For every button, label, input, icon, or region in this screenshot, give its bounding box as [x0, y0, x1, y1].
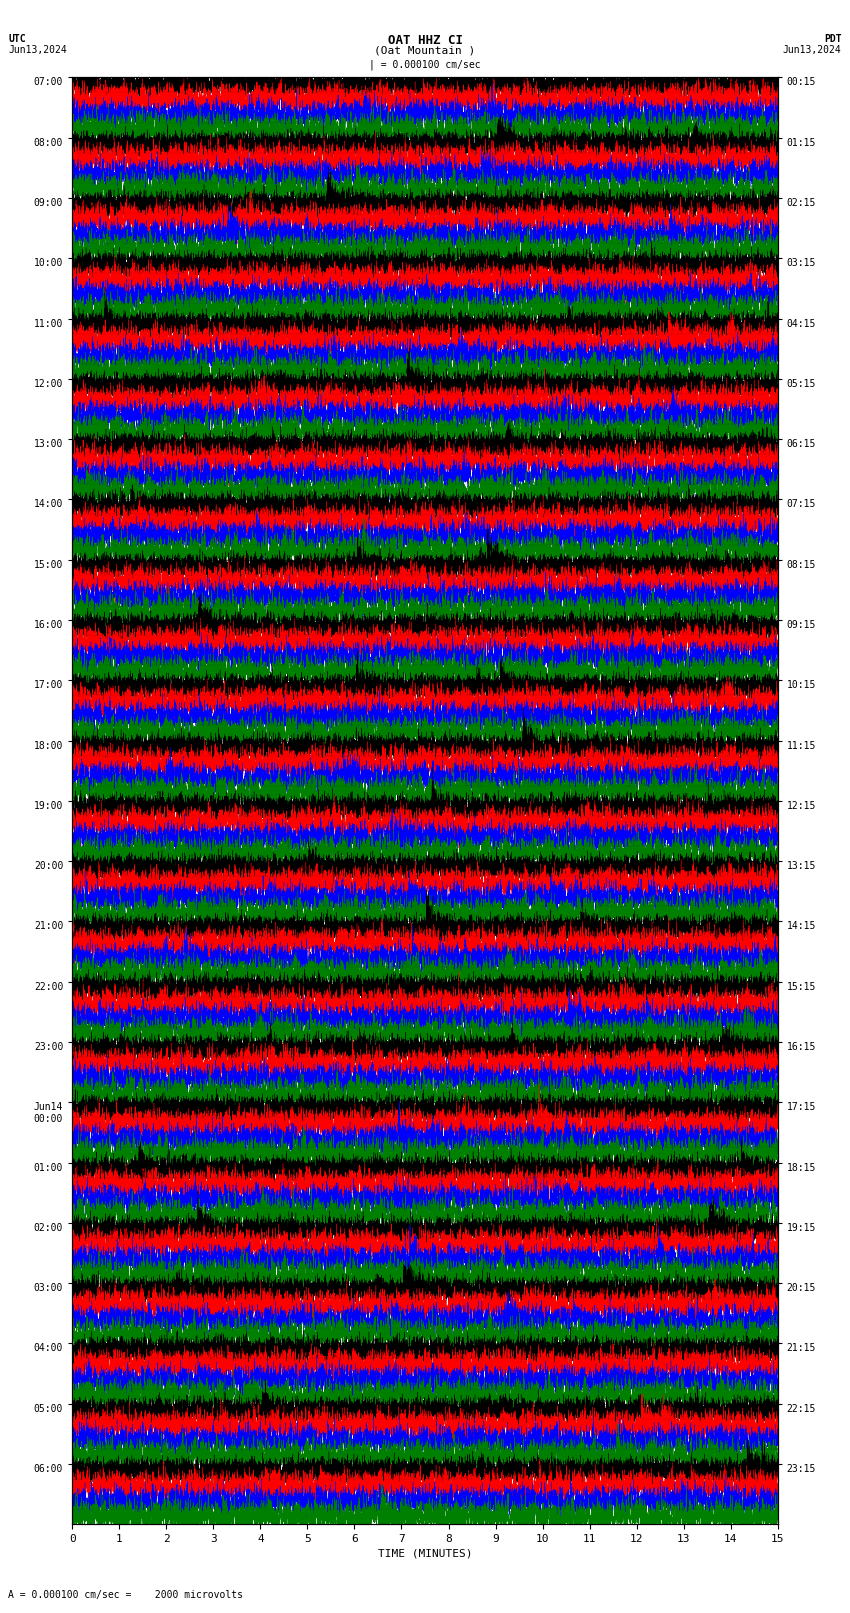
Text: Jun13,2024: Jun13,2024: [783, 45, 842, 55]
Text: (Oat Mountain ): (Oat Mountain ): [374, 45, 476, 55]
Text: Jun13,2024: Jun13,2024: [8, 45, 67, 55]
Text: A = 0.000100 cm/sec =    2000 microvolts: A = 0.000100 cm/sec = 2000 microvolts: [8, 1590, 243, 1600]
Text: UTC: UTC: [8, 34, 26, 44]
Text: OAT HHZ CI: OAT HHZ CI: [388, 34, 462, 47]
Text: PDT: PDT: [824, 34, 842, 44]
Text: | = 0.000100 cm/sec: | = 0.000100 cm/sec: [369, 60, 481, 71]
X-axis label: TIME (MINUTES): TIME (MINUTES): [377, 1548, 473, 1558]
